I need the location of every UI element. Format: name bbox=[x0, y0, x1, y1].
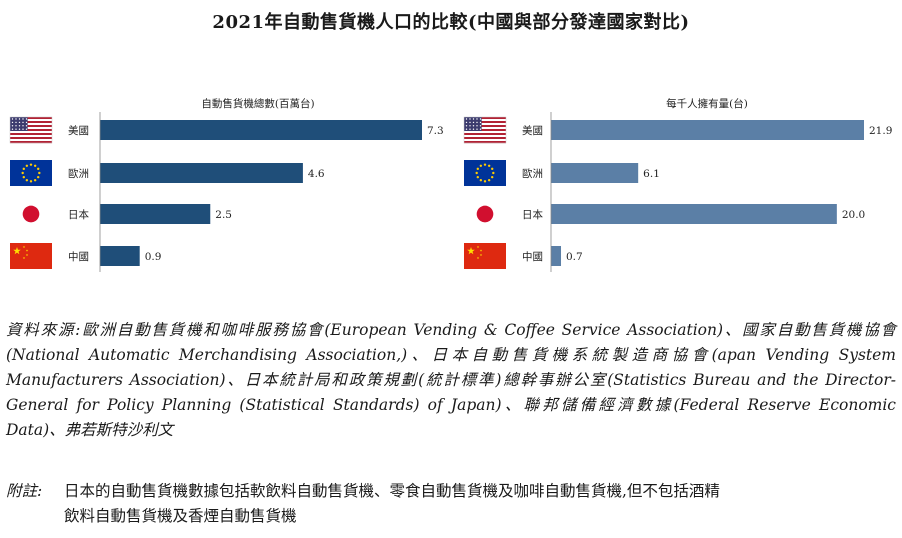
category-label: 日本 bbox=[68, 208, 89, 221]
chart-title: 2021年自動售貨機人口的比較(中國與部分發達國家對比) bbox=[212, 12, 690, 33]
note-label: 附註: bbox=[6, 482, 43, 500]
category-label: 中國 bbox=[522, 250, 543, 263]
category-label: 中國 bbox=[68, 250, 89, 263]
data-label: 7.3 bbox=[427, 125, 444, 137]
category-label: 美國 bbox=[68, 124, 89, 137]
note-line-2: 飲料自動售貨機及香煙自動售貨機 bbox=[64, 507, 297, 525]
charts-area: 自動售貨機總數(百萬台) 美國 7.3 歐洲 4.6 日本 2.5 中國 0.9 每千人擁有量(台… bbox=[9, 97, 892, 272]
bar bbox=[100, 246, 140, 266]
bar bbox=[100, 204, 211, 224]
chart-panel-1: 自動售貨機總數(百萬台) 美國 7.3 歐洲 4.6 日本 2.5 中國 0.9 bbox=[9, 97, 444, 272]
category-label: 日本 bbox=[522, 208, 543, 221]
source-text: 資料來源:歐洲自動售貨機和咖啡服務協會(European Vending & C… bbox=[6, 321, 896, 439]
data-label: 4.6 bbox=[308, 168, 325, 180]
bar bbox=[551, 163, 639, 183]
data-label: 0.7 bbox=[566, 251, 583, 263]
us-flag-icon bbox=[463, 116, 507, 144]
bar bbox=[551, 246, 562, 266]
chart-panel-2: 每千人擁有量(台) 美國 21.9 歐洲 6.1 日本 20.0 中國 0.7 bbox=[463, 97, 892, 272]
bar bbox=[551, 204, 837, 224]
note: 附註: 日本的自動售貨機數據包括軟飲料自動售貨機、零食自動售貨機及咖啡自動售貨機,… bbox=[6, 479, 896, 529]
bar bbox=[100, 120, 422, 140]
eu-flag-icon bbox=[464, 160, 506, 186]
data-label: 6.1 bbox=[643, 168, 660, 180]
category-label: 歐洲 bbox=[522, 167, 543, 180]
category-label: 歐洲 bbox=[68, 167, 89, 180]
japan-flag-icon bbox=[10, 201, 52, 227]
china-flag-icon bbox=[10, 243, 52, 269]
data-label: 2.5 bbox=[215, 209, 232, 221]
japan-flag-icon bbox=[464, 201, 506, 227]
chart-subtitle: 自動售貨機總數(百萬台) bbox=[201, 97, 314, 110]
china-flag-icon bbox=[464, 243, 506, 269]
chart-subtitle: 每千人擁有量(台) bbox=[666, 97, 748, 110]
data-label: 21.9 bbox=[869, 125, 892, 137]
eu-flag-icon bbox=[10, 160, 52, 186]
category-label: 美國 bbox=[522, 124, 543, 137]
data-label: 20.0 bbox=[842, 209, 865, 221]
us-flag-icon bbox=[9, 116, 53, 144]
data-label: 0.9 bbox=[145, 251, 162, 263]
bar bbox=[551, 120, 864, 140]
bar bbox=[100, 163, 303, 183]
note-line-1: 日本的自動售貨機數據包括軟飲料自動售貨機、零食自動售貨機及咖啡自動售貨機,但不包… bbox=[64, 482, 720, 500]
